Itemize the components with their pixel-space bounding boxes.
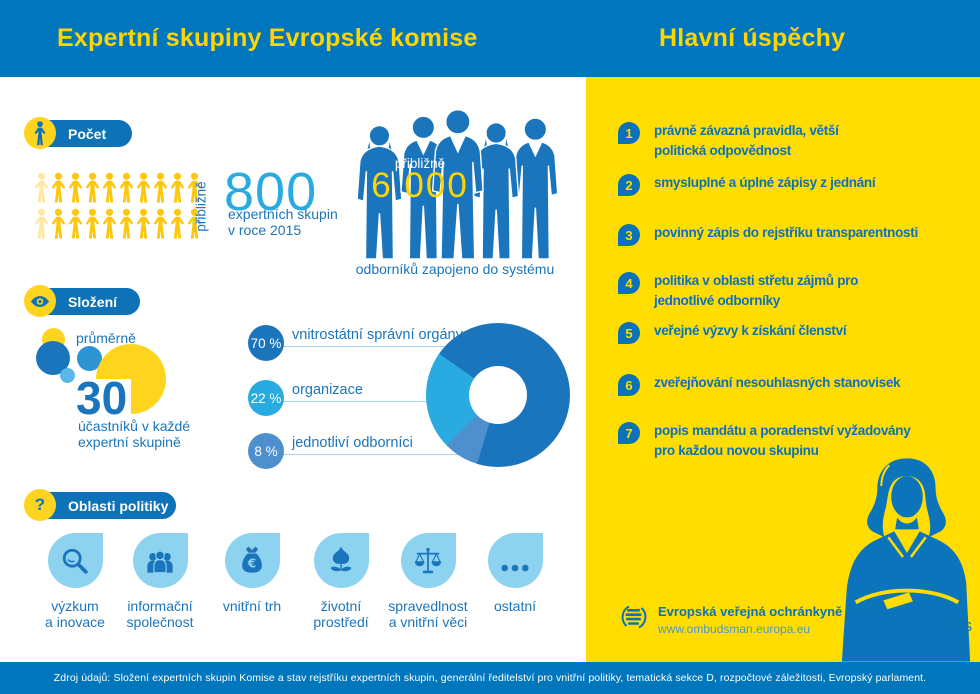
achievement-number-2: 2: [618, 174, 640, 196]
bubble-light-blue: [60, 368, 75, 383]
achievement-text-4: politika v oblasti střetu zájmů pro jedn…: [654, 273, 859, 308]
composition-badge-label: Složení: [68, 293, 118, 310]
achievement-text-7: popis mandátu a poradenství vyžadovány p…: [654, 423, 911, 458]
question-mark-icon: ?: [24, 489, 56, 521]
experts-silhouette-graphic: [356, 108, 559, 259]
achievement-number-1: 1: [618, 122, 640, 144]
count-section-badge: Počet: [24, 117, 132, 149]
achievement-number-7: 7: [618, 422, 640, 444]
source-footer: Zdroj údajů: Složení expertních skupin K…: [0, 662, 980, 694]
legend-line-3: [266, 454, 461, 455]
page-title: Expertní skupiny Evropské komise: [57, 24, 478, 52]
count-caption: expertních skupin v roce 2015: [228, 206, 338, 238]
experts-value: 6 000: [371, 166, 469, 205]
people-icon: [132, 533, 188, 588]
composition-section-badge: Složení: [24, 285, 140, 317]
legend-line-2: [266, 401, 446, 402]
count-approx-label: přibližně: [193, 181, 209, 232]
policy-area-label: výzkum a inovace: [45, 598, 105, 630]
ombudsman-name: Evropská veřejná ochránkyně práv: [658, 604, 874, 619]
achievement-number-6: 6: [618, 374, 640, 396]
ombudsman-portrait: [841, 458, 971, 662]
achievement-number-3: 3: [618, 224, 640, 246]
policy-area-justice: spravedlnost a vnitřní věci: [378, 533, 478, 630]
achievement-text-1: právně závazná pravidla, větší politická…: [654, 123, 839, 158]
ellipsis-icon: [487, 533, 543, 588]
count-value: 800: [224, 162, 318, 222]
legend-pct-3: 8 %: [248, 433, 284, 469]
achievement-number-5: 5: [618, 322, 640, 344]
achievement-text-3: povinný zápis do rejstříku transparentno…: [654, 225, 918, 240]
policy-area-label: životní prostředí: [313, 598, 369, 630]
achievement-text-2: smysluplné a úplné zápisy z jednání: [654, 175, 876, 190]
policy-area-label: informační společnost: [126, 598, 194, 630]
statistics-panel: Počet přibližně 800 expertních skupin v …: [0, 77, 586, 662]
policy-area-other: ostatní: [465, 533, 565, 614]
ombudsman-url: www.ombudsman.europa.eu: [658, 622, 811, 636]
legend-pct-1: 70 %: [248, 325, 284, 361]
pacman-shape: [96, 344, 166, 414]
composition-approx-label: průměrně: [76, 330, 136, 346]
count-badge-label: Počet: [68, 125, 107, 142]
achievements-title: Hlavní úspěchy: [659, 24, 846, 52]
policy-area-label: spravedlnost a vnitřní věci: [388, 598, 468, 630]
language-code: CS: [953, 619, 972, 634]
eye-icon: [24, 285, 56, 317]
flower-icon: [313, 533, 369, 588]
policy-area-internal-market: € vnitřní trh: [202, 533, 302, 614]
policy-area-information-society: informační společnost: [110, 533, 210, 630]
achievement-text-5: veřejné výzvy k získání členství: [654, 323, 847, 338]
policy-area-label: vnitřní trh: [222, 598, 282, 614]
magnifier-icon: [47, 533, 103, 588]
policy-badge-label: Oblasti politiky: [68, 497, 169, 514]
experts-approx-label: přibližně: [394, 156, 446, 171]
person-icon: [24, 117, 56, 149]
policy-area-research: výzkum a inovace: [25, 533, 125, 630]
pictograph-row-2: [33, 207, 203, 241]
achievement-text-6: zveřejňování nesouhlasných stanovisek: [654, 375, 901, 390]
legend-label-3: jednotliví odborníci: [292, 435, 413, 451]
svg-text:€: €: [247, 557, 257, 571]
pictograph-row-1: [33, 171, 203, 205]
experts-caption: odborníků zapojeno do systému: [355, 261, 555, 277]
composition-caption: účastníků v každé expertní skupině: [78, 418, 191, 450]
policy-area-label: ostatní: [493, 598, 537, 614]
achievements-panel: 1 právně závazná pravidla, větší politic…: [586, 77, 980, 662]
composition-value: 30: [76, 372, 128, 424]
donut-hole: [469, 366, 527, 424]
legend-label-2: organizace: [292, 382, 363, 398]
composition-donut-chart: [426, 323, 570, 467]
policy-section-badge: ? Oblasti politiky: [24, 489, 176, 521]
source-text: Zdroj údajů: Složení expertních skupin K…: [53, 672, 927, 684]
money-bag-icon: €: [224, 533, 280, 588]
legend-pct-2: 22 %: [248, 380, 284, 416]
achievement-number-4: 4: [618, 272, 640, 294]
legend-line-1: [266, 346, 466, 347]
legend-label-1: vnitrostátní správní orgány: [292, 327, 463, 343]
scales-icon: [400, 533, 456, 588]
ombudsman-logo-icon: [621, 605, 647, 629]
policy-area-environment: životní prostředí: [291, 533, 391, 630]
header: Expertní skupiny Evropské komise Hlavní …: [0, 0, 980, 77]
